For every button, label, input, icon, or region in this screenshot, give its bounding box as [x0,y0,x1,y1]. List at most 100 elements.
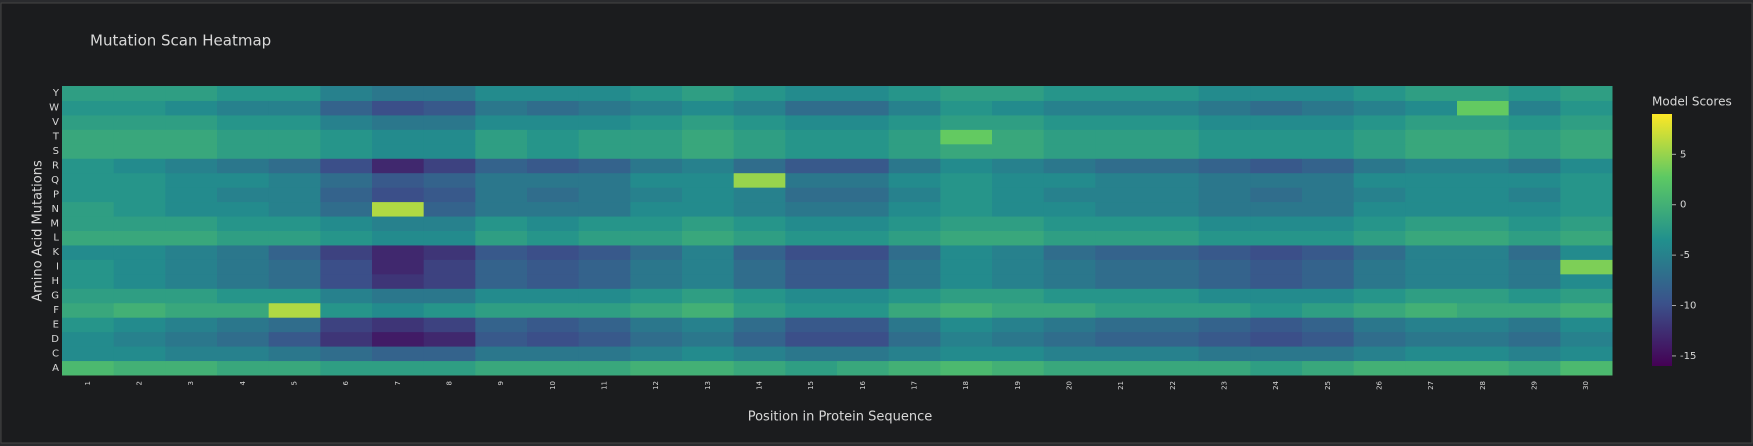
heatmap-cell [320,143,373,159]
heatmap-cell [1198,187,1251,203]
y-tick-label: M [50,218,59,229]
heatmap-cell [268,288,321,304]
heatmap-cell [217,331,270,347]
heatmap-cell [268,317,321,333]
heatmap-cell [837,158,890,174]
heatmap-cell [888,346,941,362]
heatmap-cell [1198,158,1251,174]
heatmap-cell [837,317,890,333]
heatmap-cell [527,331,580,347]
heatmap-cell [992,244,1045,260]
heatmap-cell [1147,158,1200,174]
heatmap-cell [320,114,373,130]
heatmap-cell [1302,244,1355,260]
heatmap-cell [165,201,218,217]
heatmap-cell [1095,216,1148,231]
heatmap-cell [1302,302,1355,318]
heatmap-cell [837,201,890,217]
heatmap-cell [320,129,373,145]
heatmap-cell [733,114,786,130]
heatmap-cell [372,302,425,318]
heatmap-cell [1043,288,1096,304]
heatmap-cell [1095,100,1148,116]
heatmap-cell [165,317,218,333]
heatmap-cell [733,302,786,318]
heatmap-cell [733,331,786,347]
heatmap-cell [630,100,683,116]
heatmap-cell [578,360,631,376]
x-tick-label: 8 [446,381,454,385]
heatmap-cell [372,273,425,289]
heatmap-cell [268,114,321,130]
heatmap-cell [785,346,838,362]
heatmap-cell [1457,129,1510,145]
heatmap-cell [992,273,1045,289]
heatmap-cell [578,346,631,362]
heatmap-cell [475,230,528,246]
heatmap-cell [733,216,786,231]
x-tick-label: 28 [1479,381,1487,390]
heatmap-cell [1457,143,1510,159]
x-tick-label: 6 [342,380,350,385]
heatmap-cell [62,172,115,188]
heatmap-cell [423,346,476,362]
colorbar-title: Model Scores [1652,95,1732,109]
heatmap-cell [682,201,735,217]
heatmap-cell [992,100,1045,116]
heatmap-cell [1250,143,1303,159]
heatmap-cell [320,273,373,289]
heatmap-cell [165,216,218,231]
heatmap-cell [1095,158,1148,174]
heatmap-cell [1147,86,1200,101]
heatmap-cell [1043,100,1096,116]
heatmap-cell [268,244,321,260]
heatmap-cell [268,331,321,347]
heatmap-cell [630,302,683,318]
heatmap-cell [372,114,425,130]
heatmap-cell [837,86,890,101]
heatmap-cell [527,201,580,217]
heatmap-cell [888,216,941,231]
heatmap-cell [1095,129,1148,145]
heatmap-cell [940,230,993,246]
heatmap-cell [785,331,838,347]
heatmap-cell [320,172,373,188]
heatmap-cell [423,86,476,101]
heatmap-cell [1302,288,1355,304]
heatmap-cell [1353,86,1406,101]
heatmap-cell [1302,86,1355,101]
heatmap-cell [785,129,838,145]
heatmap-cell [1043,172,1096,188]
heatmap-cell [1198,216,1251,231]
heatmap-cell [733,244,786,260]
x-tick-label: 26 [1376,380,1384,389]
heatmap-cell [320,288,373,304]
heatmap-cell [1353,114,1406,130]
heatmap-cell [630,216,683,231]
heatmap-cell [113,259,166,275]
heatmap-cell [888,360,941,376]
heatmap-cell [1353,129,1406,145]
heatmap-cell [630,158,683,174]
x-tick-label: 11 [601,381,609,390]
heatmap-cell [1147,288,1200,304]
heatmap-cell [1508,201,1561,217]
heatmap-cell [372,317,425,333]
heatmap-cell [1095,201,1148,217]
y-tick-label: T [52,132,60,143]
heatmap-cell [1302,317,1355,333]
heatmap-cell [475,360,528,376]
heatmap-cell [1302,216,1355,231]
colorbar-tick-label: 5 [1680,149,1686,160]
heatmap-cell [268,129,321,145]
heatmap-cell [1560,230,1613,246]
heatmap-cell [268,86,321,101]
heatmap-cell [320,158,373,174]
heatmap-cell [682,273,735,289]
x-tick-label: 1 [84,381,92,385]
heatmap-cell [527,143,580,159]
heatmap-cell [682,331,735,347]
heatmap-cell [992,259,1045,275]
heatmap-cell [888,259,941,275]
heatmap-cell [578,317,631,333]
